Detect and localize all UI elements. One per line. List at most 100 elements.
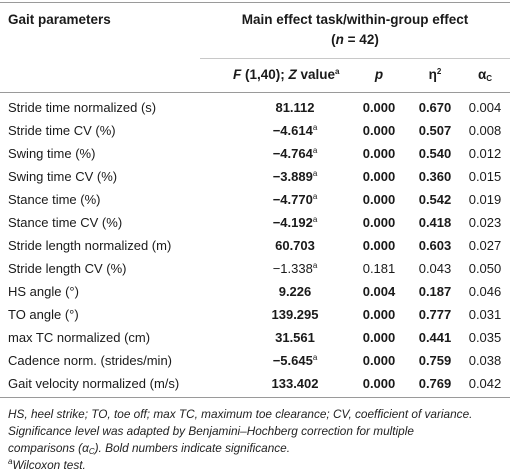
wilcoxon-footnote-mark: a xyxy=(312,261,318,270)
table-row: Stride time CV (%) −4.614a 0.000 0.507 0.008 xyxy=(0,120,510,143)
f-z-value: 133.402 xyxy=(271,376,319,391)
table-bottom-rule xyxy=(0,397,510,398)
p-value: 0.181 xyxy=(362,261,396,276)
eta-squared-value: 0.418 xyxy=(418,215,452,230)
alpha-c-value: 0.031 xyxy=(468,307,502,322)
alpha-c-value: 0.042 xyxy=(468,376,502,391)
gait-parameter-name: TO angle (°) xyxy=(8,307,79,322)
eta-squared-value: 0.777 xyxy=(418,307,452,322)
gait-parameter-name: Stride length normalized (m) xyxy=(8,238,172,253)
f-z-value: 31.561 xyxy=(275,330,315,345)
gait-parameter-name: Stance time CV (%) xyxy=(8,215,123,230)
alpha-c-value: 0.046 xyxy=(468,284,502,299)
gait-parameter-name: Stride time normalized (s) xyxy=(8,100,157,115)
eta-squared-value: 0.043 xyxy=(418,261,452,276)
table-row: max TC normalized (cm) 31.561 0.000 0.441 0.… xyxy=(0,327,510,350)
wilcoxon-footnote-mark: a xyxy=(312,215,318,224)
alpha-c-value: 0.038 xyxy=(468,353,502,368)
eta-squared-value: 0.507 xyxy=(418,123,452,138)
table-row: Gait velocity normalized (m/s) 133.402 0.0… xyxy=(0,373,510,396)
p-value: 0.004 xyxy=(362,284,396,299)
gait-parameter-name: Swing time (%) xyxy=(8,146,96,161)
alpha-c-value: 0.023 xyxy=(468,215,502,230)
main-effect-header: Main effect task/within-group effect xyxy=(241,12,469,27)
f-z-value: 60.703 xyxy=(275,238,315,253)
p-header: p xyxy=(374,67,384,82)
table-row: Stance time (%) −4.770a 0.000 0.542 0.019 xyxy=(0,189,510,212)
p-value: 0.000 xyxy=(362,192,396,207)
f-z-value: 9.226 xyxy=(278,284,312,299)
table-row: Cadence norm. (strides/min) −5.645a 0.000 0… xyxy=(0,350,510,373)
eta-squared-value: 0.759 xyxy=(418,353,452,368)
wilcoxon-footnote-mark: a xyxy=(312,123,318,132)
f-z-value: 81.112 xyxy=(275,100,315,115)
table-row: HS angle (°) 9.226 0.004 0.187 0.046 xyxy=(0,281,510,304)
footnote-abbreviations: HS, heel strike; TO, toe off; max TC, ma… xyxy=(8,407,473,421)
table-row: Swing time CV (%) −3.889a 0.000 0.360 0.015 xyxy=(0,166,510,189)
alpha-c-value: 0.050 xyxy=(468,261,502,276)
alpha-c-value: 0.035 xyxy=(468,330,502,345)
p-value: 0.000 xyxy=(362,307,396,322)
table-row: Stride length CV (%) −1.338a 0.181 0.043 0.0… xyxy=(0,258,510,281)
gait-parameter-name: Gait velocity normalized (m/s) xyxy=(8,376,180,391)
eta-squared-value: 0.769 xyxy=(418,376,452,391)
f-z-value: −4.192a xyxy=(272,215,318,230)
eta-squared-value: 0.360 xyxy=(418,169,452,184)
top-rule xyxy=(0,2,510,3)
footnote-significance: Significance level was adapted by Benjam… xyxy=(8,424,414,438)
p-value: 0.000 xyxy=(362,353,396,368)
f-z-value: −4.764a xyxy=(272,146,318,161)
f-z-value: 139.295 xyxy=(271,307,319,322)
gait-parameter-name: max TC normalized (cm) xyxy=(8,330,151,345)
eta-squared-value: 0.670 xyxy=(418,100,452,115)
alpha-c-value: 0.027 xyxy=(468,238,502,253)
alpha-c-value: 0.019 xyxy=(468,192,502,207)
p-value: 0.000 xyxy=(362,330,396,345)
wilcoxon-footnote-mark: a xyxy=(312,353,318,362)
alpha-c-header: αC xyxy=(477,67,493,83)
table-row: TO angle (°) 139.295 0.000 0.777 0.031 xyxy=(0,304,510,327)
f-z-footnote-mark: a xyxy=(335,67,340,76)
p-value: 0.000 xyxy=(362,146,396,161)
table-row: Stride time normalized (s) 81.112 0.000 0.6… xyxy=(0,97,510,120)
eta-squared-value: 0.187 xyxy=(418,284,452,299)
p-value: 0.000 xyxy=(362,123,396,138)
f-z-value: −4.614a xyxy=(272,123,318,138)
eta-squared-header: η2 xyxy=(428,67,442,82)
p-value: 0.000 xyxy=(362,100,396,115)
n-label: (n = 42) xyxy=(331,32,379,47)
f-z-value: −4.770a xyxy=(272,192,318,207)
table-row: Swing time (%) −4.764a 0.000 0.540 0.012 xyxy=(0,143,510,166)
f-z-value: −5.645a xyxy=(272,353,318,368)
p-value: 0.000 xyxy=(362,169,396,184)
wilcoxon-footnote-mark: a xyxy=(312,146,318,155)
p-value: 0.000 xyxy=(362,238,396,253)
footnote-bold: comparisons (αC). Bold numbers indicate … xyxy=(8,441,290,456)
p-value: 0.000 xyxy=(362,376,396,391)
alpha-c-value: 0.004 xyxy=(468,100,502,115)
eta-squared-value: 0.542 xyxy=(418,192,452,207)
wilcoxon-footnote-mark: a xyxy=(312,192,318,201)
f-z-value: −1.338a xyxy=(272,261,318,276)
eta-squared-value: 0.603 xyxy=(418,238,452,253)
table-row: Stance time CV (%) −4.192a 0.000 0.418 0.023 xyxy=(0,212,510,235)
gait-parameter-name: HS angle (°) xyxy=(8,284,79,299)
gait-parameter-name: Stride time CV (%) xyxy=(8,123,116,138)
wilcoxon-footnote-mark: a xyxy=(312,169,318,178)
alpha-c-value: 0.012 xyxy=(468,146,502,161)
eta-squared-value: 0.540 xyxy=(418,146,452,161)
gait-parameter-name: Swing time CV (%) xyxy=(8,169,118,184)
group-header-rule xyxy=(200,58,510,59)
alpha-c-value: 0.015 xyxy=(468,169,502,184)
gait-parameter-name: Stride length CV (%) xyxy=(8,261,127,276)
eta-squared-value: 0.441 xyxy=(418,330,452,345)
f-z-header: F (1,40); Z valuea xyxy=(233,67,340,82)
alpha-c-value: 0.008 xyxy=(468,123,502,138)
gait-parameters-header: Gait parameters xyxy=(8,12,111,27)
gait-parameter-name: Stance time (%) xyxy=(8,192,101,207)
f-z-value: −3.889a xyxy=(272,169,318,184)
gait-parameter-name: Cadence norm. (strides/min) xyxy=(8,353,172,368)
table-row: Stride length normalized (m) 60.703 0.000 0… xyxy=(0,235,510,258)
footnote-wilcoxon: aWilcoxon test. xyxy=(8,457,86,473)
p-value: 0.000 xyxy=(362,215,396,230)
